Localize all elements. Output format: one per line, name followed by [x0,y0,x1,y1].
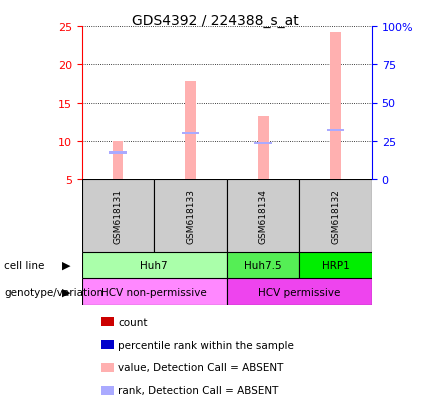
Bar [258,117,269,180]
Bar [154,180,227,252]
Text: GDS4392 / 224388_s_at: GDS4392 / 224388_s_at [132,14,298,28]
Bar [255,142,272,145]
Text: HRP1: HRP1 [322,260,350,271]
Bar [185,82,196,180]
Text: GSM618133: GSM618133 [186,188,195,243]
Text: genotype/variation: genotype/variation [4,287,104,297]
Text: HCV permissive: HCV permissive [258,287,341,297]
Bar [227,180,299,252]
Text: cell line: cell line [4,260,45,271]
Bar [227,279,372,306]
Text: rank, Detection Call = ABSENT: rank, Detection Call = ABSENT [118,385,279,395]
Bar [330,33,341,180]
Bar [227,252,299,279]
Bar [82,180,154,252]
Text: HCV non-permissive: HCV non-permissive [101,287,207,297]
Text: GSM618131: GSM618131 [114,188,123,243]
Text: ▶: ▶ [62,287,71,297]
Bar [299,252,372,279]
Text: Huh7: Huh7 [141,260,168,271]
Bar [113,142,123,180]
Bar [327,129,344,132]
Text: GSM618134: GSM618134 [258,188,267,243]
Text: count: count [118,317,148,327]
Bar [82,279,227,306]
Bar [299,180,372,252]
Bar [182,133,199,135]
Text: Huh7.5: Huh7.5 [244,260,282,271]
Bar [82,252,227,279]
Bar [109,152,127,154]
Text: value, Detection Call = ABSENT: value, Detection Call = ABSENT [118,363,284,373]
Text: GSM618132: GSM618132 [331,188,340,243]
Text: percentile rank within the sample: percentile rank within the sample [118,340,294,350]
Text: ▶: ▶ [62,260,71,271]
